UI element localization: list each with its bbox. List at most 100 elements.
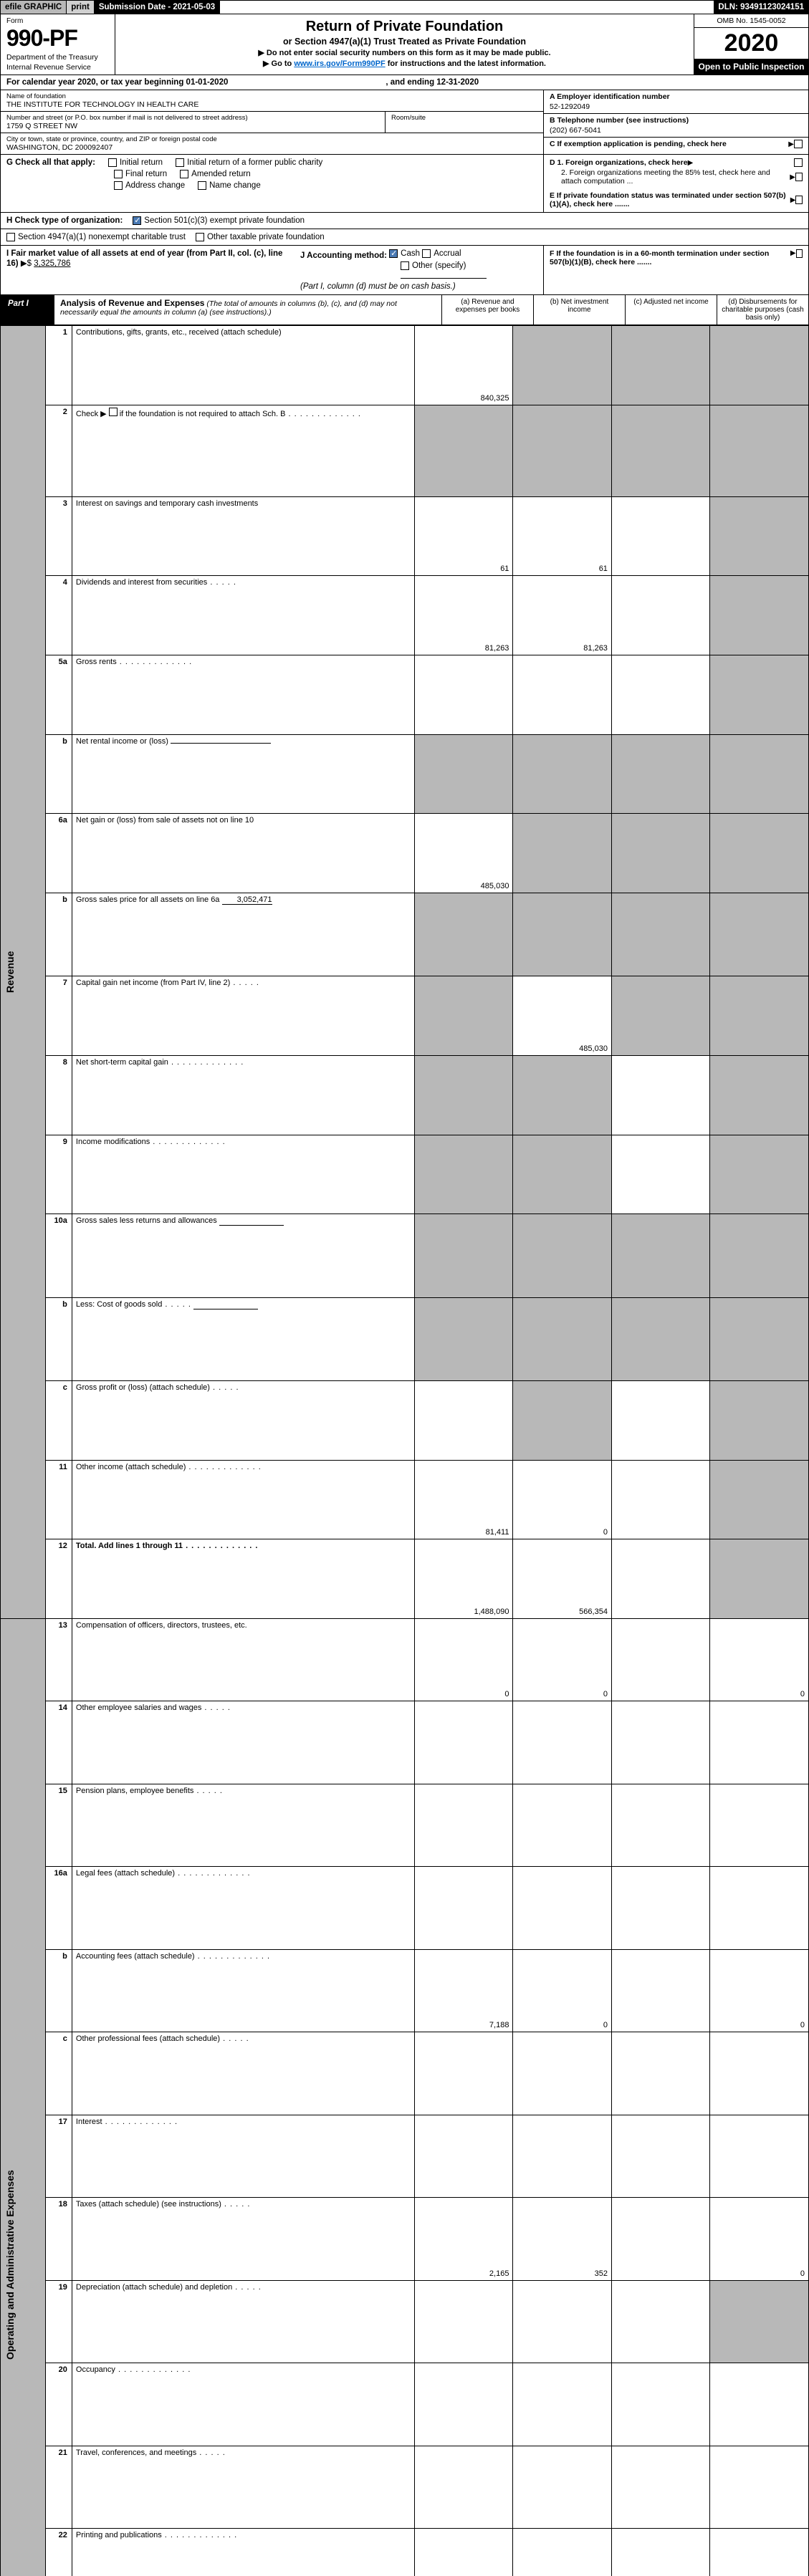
h-501c3[interactable]: Section 501(c)(3) exempt private foundat… <box>133 216 305 225</box>
phone: (202) 667-5041 <box>550 126 803 135</box>
desc-8: Net short-term capital gain <box>72 1055 414 1135</box>
desc-3: Interest on savings and temporary cash i… <box>72 496 414 576</box>
11-a: 81,411 <box>414 1460 513 1539</box>
g-addr-change[interactable]: Address change <box>114 181 185 190</box>
cal-begin: For calendar year 2020, or tax year begi… <box>6 78 228 87</box>
ln-2: 2 <box>46 405 72 496</box>
j-cash[interactable]: Cash <box>389 249 420 258</box>
13-d: 0 <box>710 1619 809 1701</box>
g-final[interactable]: Final return <box>114 170 167 178</box>
6b-val: 3,052,471 <box>222 895 272 905</box>
ssn-warning: ▶ Do not enter social security numbers o… <box>123 48 686 57</box>
ln-1: 1 <box>46 326 72 405</box>
f-checkbox[interactable] <box>796 249 803 258</box>
ln-10b: b <box>46 1297 72 1380</box>
10a-input[interactable] <box>219 1216 284 1226</box>
irs-link[interactable]: www.irs.gov/Form990PF <box>294 59 385 68</box>
city-label: City or town, state or province, country… <box>6 135 537 143</box>
dln: DLN: 93491123024151 <box>714 1 808 14</box>
print-button[interactable]: print <box>67 1 95 14</box>
desc-22: Printing and publications <box>72 2529 414 2576</box>
i-value: 3,325,786 <box>34 259 70 268</box>
addr-label: Number and street (or P.O. box number if… <box>6 114 379 122</box>
tax-year: 2020 <box>694 28 808 59</box>
d1-checkbox[interactable] <box>794 158 803 167</box>
expenses-side-label: Operating and Administrative Expenses <box>4 1621 16 2576</box>
11-b: 0 <box>513 1460 612 1539</box>
schb-checkbox[interactable] <box>109 408 118 416</box>
ln-13: 13 <box>46 1619 72 1701</box>
g-initial[interactable]: Initial return <box>108 158 163 167</box>
cal-end: , and ending 12-31-2020 <box>386 78 479 87</box>
col-c-hdr: (c) Adjusted net income <box>625 295 717 325</box>
g-d-section: G Check all that apply: Initial return I… <box>0 155 809 213</box>
3-a: 61 <box>414 496 513 576</box>
f-label: F If the foundation is in a 60-month ter… <box>550 249 790 266</box>
ln-21: 21 <box>46 2446 72 2528</box>
12-b: 566,354 <box>513 1539 612 1619</box>
desc-16b: Accounting fees (attach schedule) <box>72 1949 414 2032</box>
foundation-name: THE INSTITUTE FOR TECHNOLOGY IN HEALTH C… <box>6 100 537 109</box>
room-label: Room/suite <box>386 112 543 133</box>
i-arrow: ▶$ <box>21 259 32 268</box>
desc-1: Contributions, gifts, grants, etc., rece… <box>72 326 414 405</box>
calendar-year-row: For calendar year 2020, or tax year begi… <box>0 75 809 90</box>
ln-15: 15 <box>46 1784 72 1866</box>
18-b: 352 <box>513 2198 612 2280</box>
ln-5b: b <box>46 734 72 814</box>
j-other[interactable]: Other (specify) <box>401 261 466 270</box>
desc-9: Income modifications <box>72 1135 414 1214</box>
part1-header: Part I Analysis of Revenue and Expenses … <box>0 295 809 325</box>
efile-button[interactable]: efile GRAPHIC <box>1 1 67 14</box>
g-label: G Check all that apply: <box>6 158 95 167</box>
ln-3: 3 <box>46 496 72 576</box>
form-label: Form <box>6 17 109 25</box>
form-header: Form 990-PF Department of the Treasury I… <box>0 14 809 75</box>
6a-a: 485,030 <box>414 814 513 893</box>
3-b: 61 <box>513 496 612 576</box>
16b-d: 0 <box>710 1949 809 2032</box>
ln-9: 9 <box>46 1135 72 1214</box>
form-subtitle: or Section 4947(a)(1) Trust Treated as P… <box>123 37 686 47</box>
form-title: Return of Private Foundation <box>123 19 686 35</box>
ln-10c: c <box>46 1381 72 1461</box>
j-label: J Accounting method: <box>300 251 387 260</box>
g-initial-former[interactable]: Initial return of a former public charit… <box>176 158 322 167</box>
h-other-tax[interactable]: Other taxable private foundation <box>196 233 325 241</box>
ein: 52-1292049 <box>550 102 803 111</box>
g-name-change[interactable]: Name change <box>198 181 261 190</box>
c-checkbox[interactable] <box>794 140 803 148</box>
g-amended[interactable]: Amended return <box>180 170 250 178</box>
12-a: 1,488,090 <box>414 1539 513 1619</box>
goto-line: ▶ Go to www.irs.gov/Form990PF for instru… <box>123 59 686 68</box>
10b-input[interactable] <box>193 1300 258 1309</box>
j-accrual[interactable]: Accrual <box>422 249 461 258</box>
department: Department of the Treasury <box>6 53 109 62</box>
top-bar: efile GRAPHIC print Submission Date - 20… <box>0 0 809 14</box>
d2-checkbox[interactable] <box>795 173 803 181</box>
open-inspection: Open to Public Inspection <box>694 59 808 75</box>
ln-11: 11 <box>46 1460 72 1539</box>
ln-8: 8 <box>46 1055 72 1135</box>
omb: OMB No. 1545-0052 <box>694 14 808 28</box>
col-d-hdr: (d) Disbursements for charitable purpose… <box>717 295 808 325</box>
ln-14: 14 <box>46 1701 72 1784</box>
goto-post: for instructions and the latest informat… <box>386 59 546 68</box>
desc-10a: Gross sales less returns and allowances <box>72 1214 414 1297</box>
d2-label: 2. Foreign organizations meeting the 85%… <box>561 168 790 186</box>
e-checkbox[interactable] <box>795 196 803 204</box>
phone-label: B Telephone number (see instructions) <box>550 116 803 125</box>
desc-19: Depreciation (attach schedule) and deple… <box>72 2280 414 2363</box>
d1-label: D 1. Foreign organizations, check here <box>550 158 688 167</box>
h-4947[interactable]: Section 4947(a)(1) nonexempt charitable … <box>6 233 186 241</box>
desc-16a: Legal fees (attach schedule) <box>72 1867 414 1949</box>
desc-18: Taxes (attach schedule) (see instruction… <box>72 2198 414 2280</box>
desc-13: Compensation of officers, directors, tru… <box>72 1619 414 1701</box>
4-a: 81,263 <box>414 576 513 655</box>
desc-6b: Gross sales price for all assets on line… <box>72 893 414 976</box>
irs: Internal Revenue Service <box>6 63 109 72</box>
18-d: 0 <box>710 2198 809 2280</box>
ln-6b: b <box>46 893 72 976</box>
entity-info: Name of foundation THE INSTITUTE FOR TEC… <box>0 90 809 155</box>
h-label: H Check type of organization: <box>6 216 123 225</box>
